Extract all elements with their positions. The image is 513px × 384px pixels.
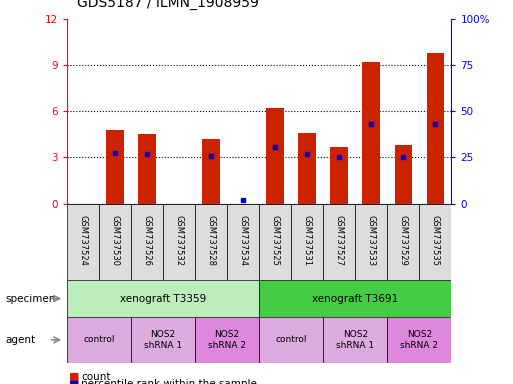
Bar — [227, 204, 259, 280]
Bar — [387, 317, 451, 363]
Bar — [98, 204, 131, 280]
Bar — [291, 204, 323, 280]
Bar — [67, 204, 98, 280]
Text: ■: ■ — [69, 379, 80, 384]
Text: specimen: specimen — [5, 293, 55, 304]
Bar — [266, 108, 284, 204]
Bar — [259, 204, 291, 280]
Bar — [299, 133, 316, 204]
Bar — [323, 317, 387, 363]
Text: NOS2
shRNA 2: NOS2 shRNA 2 — [208, 330, 246, 349]
Text: GSM737535: GSM737535 — [431, 215, 440, 266]
Text: GSM737527: GSM737527 — [334, 215, 344, 266]
Text: ■: ■ — [69, 372, 80, 382]
Bar — [202, 139, 220, 204]
Text: agent: agent — [5, 335, 35, 345]
Bar — [387, 204, 420, 280]
Text: percentile rank within the sample: percentile rank within the sample — [81, 379, 257, 384]
Bar — [420, 204, 451, 280]
Text: xenograft T3691: xenograft T3691 — [312, 293, 399, 304]
Text: count: count — [81, 372, 111, 382]
Text: GSM737534: GSM737534 — [239, 215, 248, 266]
Bar — [106, 130, 124, 204]
Text: GSM737528: GSM737528 — [206, 215, 215, 266]
Bar — [195, 204, 227, 280]
Text: GSM737524: GSM737524 — [78, 215, 87, 266]
Bar — [131, 204, 163, 280]
Bar — [138, 134, 155, 204]
Bar — [67, 317, 131, 363]
Bar — [427, 53, 444, 204]
Bar — [355, 204, 387, 280]
Text: NOS2
shRNA 1: NOS2 shRNA 1 — [144, 330, 182, 349]
Text: NOS2
shRNA 2: NOS2 shRNA 2 — [400, 330, 439, 349]
Text: GSM737532: GSM737532 — [174, 215, 184, 266]
Bar — [259, 280, 451, 317]
Text: control: control — [275, 335, 307, 344]
Bar — [363, 62, 380, 204]
Bar — [330, 147, 348, 204]
Bar — [259, 317, 323, 363]
Text: control: control — [83, 335, 114, 344]
Bar — [323, 204, 355, 280]
Text: GSM737529: GSM737529 — [399, 215, 408, 266]
Text: xenograft T3359: xenograft T3359 — [120, 293, 206, 304]
Bar — [67, 280, 259, 317]
Bar — [394, 145, 412, 204]
Text: GSM737531: GSM737531 — [303, 215, 312, 266]
Bar — [195, 317, 259, 363]
Text: GSM737530: GSM737530 — [110, 215, 120, 266]
Bar — [163, 204, 195, 280]
Text: NOS2
shRNA 1: NOS2 shRNA 1 — [336, 330, 374, 349]
Text: GSM737533: GSM737533 — [367, 215, 376, 266]
Text: GSM737526: GSM737526 — [142, 215, 151, 266]
Text: GDS5187 / ILMN_1908959: GDS5187 / ILMN_1908959 — [77, 0, 259, 10]
Text: GSM737525: GSM737525 — [270, 215, 280, 266]
Bar — [131, 317, 195, 363]
